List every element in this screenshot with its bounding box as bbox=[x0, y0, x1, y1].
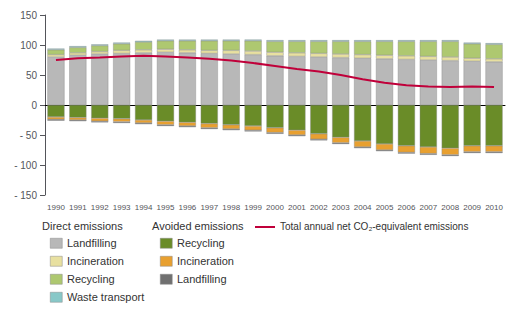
svg-text:2003: 2003 bbox=[332, 203, 350, 212]
svg-text:100: 100 bbox=[20, 40, 37, 51]
svg-text:- 50: - 50 bbox=[20, 130, 38, 141]
svg-text:Avoided emissions: Avoided emissions bbox=[152, 220, 244, 232]
svg-text:1995: 1995 bbox=[157, 203, 175, 212]
svg-text:2001: 2001 bbox=[288, 203, 306, 212]
svg-text:2005: 2005 bbox=[376, 203, 394, 212]
svg-text:2006: 2006 bbox=[398, 203, 416, 212]
svg-text:Landfilling: Landfilling bbox=[67, 237, 117, 249]
svg-text:0: 0 bbox=[31, 100, 37, 111]
svg-text:- 150: - 150 bbox=[14, 190, 37, 201]
svg-text:Incineration: Incineration bbox=[177, 255, 234, 267]
svg-text:2010: 2010 bbox=[485, 203, 503, 212]
svg-text:150: 150 bbox=[20, 10, 37, 21]
svg-text:- 100: - 100 bbox=[14, 160, 37, 171]
svg-text:Total annual net CO₂-equivalen: Total annual net CO₂-equivalent emission… bbox=[280, 221, 468, 232]
svg-text:Incineration: Incineration bbox=[67, 255, 124, 267]
svg-text:Recycling: Recycling bbox=[67, 273, 115, 285]
svg-text:1993: 1993 bbox=[113, 203, 131, 212]
svg-text:Recycling: Recycling bbox=[177, 237, 225, 249]
svg-text:2009: 2009 bbox=[463, 203, 481, 212]
svg-text:2008: 2008 bbox=[441, 203, 459, 212]
svg-text:1997: 1997 bbox=[200, 203, 218, 212]
svg-text:1996: 1996 bbox=[178, 203, 196, 212]
svg-text:1999: 1999 bbox=[244, 203, 262, 212]
svg-text:1991: 1991 bbox=[69, 203, 87, 212]
svg-text:1992: 1992 bbox=[91, 203, 109, 212]
svg-text:1998: 1998 bbox=[222, 203, 240, 212]
svg-text:Waste transport: Waste transport bbox=[67, 291, 144, 303]
svg-text:Direct emissions: Direct emissions bbox=[42, 220, 123, 232]
svg-text:1990: 1990 bbox=[47, 203, 65, 212]
svg-text:2000: 2000 bbox=[266, 203, 284, 212]
svg-text:2004: 2004 bbox=[354, 203, 372, 212]
svg-text:1994: 1994 bbox=[135, 203, 153, 212]
svg-text:Landfilling: Landfilling bbox=[177, 273, 227, 285]
svg-text:2002: 2002 bbox=[310, 203, 328, 212]
svg-text:2007: 2007 bbox=[419, 203, 437, 212]
svg-text:50: 50 bbox=[26, 70, 38, 81]
